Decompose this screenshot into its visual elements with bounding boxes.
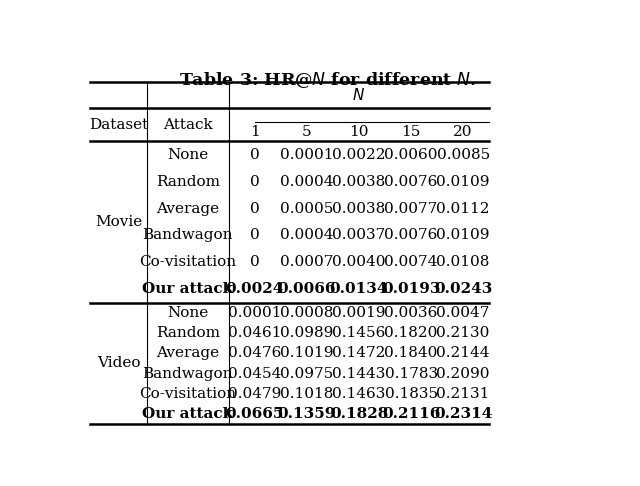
Text: 0.0066: 0.0066 [278,282,336,296]
Text: 0.0001: 0.0001 [228,306,282,320]
Text: Co-visitation: Co-visitation [140,255,236,269]
Text: 0.1828: 0.1828 [330,407,388,421]
Text: 0.0109: 0.0109 [436,175,490,189]
Text: 0.0038: 0.0038 [332,175,386,189]
Text: 0.0085: 0.0085 [436,148,490,162]
Text: Table 3: HR@$N$ for different $N$.: Table 3: HR@$N$ for different $N$. [179,70,477,90]
Text: 0.0005: 0.0005 [280,202,333,216]
Text: 0.1443: 0.1443 [332,366,386,381]
Text: 20: 20 [453,125,473,139]
Text: 0.2314: 0.2314 [434,407,492,421]
Text: 0.0243: 0.0243 [434,282,492,296]
Text: 0.0076: 0.0076 [385,175,438,189]
Text: 0.0038: 0.0038 [332,202,386,216]
Text: Dataset: Dataset [89,118,148,132]
Text: 0.0040: 0.0040 [332,255,386,269]
Text: Attack: Attack [163,118,212,132]
Text: Video: Video [97,357,140,370]
Text: 0.0074: 0.0074 [385,255,438,269]
Text: 15: 15 [401,125,420,139]
Text: 1: 1 [250,125,260,139]
Text: 5: 5 [302,125,312,139]
Text: 0.0479: 0.0479 [228,387,282,401]
Text: 0.0024: 0.0024 [226,282,284,296]
Text: 0.0193: 0.0193 [382,282,440,296]
Text: Our attack: Our attack [142,407,234,421]
Text: 0.0008: 0.0008 [280,306,333,320]
Text: 0.0004: 0.0004 [280,175,333,189]
Text: 0.1359: 0.1359 [278,407,336,421]
Text: Average: Average [156,202,220,216]
Text: 0.1456: 0.1456 [332,326,386,340]
Text: 0.1840: 0.1840 [385,347,438,360]
Text: 0.2090: 0.2090 [436,366,490,381]
Text: 0.2144: 0.2144 [436,347,490,360]
Text: 0.0109: 0.0109 [436,228,490,243]
Text: 0.0077: 0.0077 [385,202,438,216]
Text: 0.0022: 0.0022 [332,148,386,162]
Text: None: None [167,306,209,320]
Text: 10: 10 [349,125,369,139]
Text: Bandwagon: Bandwagon [143,366,233,381]
Text: Random: Random [156,175,220,189]
Text: 0.0461: 0.0461 [228,326,282,340]
Text: 0.0665: 0.0665 [226,407,284,421]
Text: 0.1835: 0.1835 [385,387,438,401]
Text: 0: 0 [250,175,260,189]
Text: 0.1783: 0.1783 [385,366,438,381]
Text: 0.2130: 0.2130 [436,326,490,340]
Text: 0: 0 [250,255,260,269]
Text: Random: Random [156,326,220,340]
Text: 0: 0 [250,228,260,243]
Text: $N$: $N$ [353,87,365,103]
Text: 0.0108: 0.0108 [436,255,490,269]
Text: 0.0019: 0.0019 [332,306,386,320]
Text: 0.2131: 0.2131 [436,387,490,401]
Text: 0.0060: 0.0060 [385,148,438,162]
Text: 0.0001: 0.0001 [280,148,333,162]
Text: 0.0007: 0.0007 [280,255,333,269]
Text: Our attack: Our attack [142,282,234,296]
Text: 0.1472: 0.1472 [332,347,386,360]
Text: 0: 0 [250,148,260,162]
Text: 0.0134: 0.0134 [330,282,388,296]
Text: 0.1018: 0.1018 [280,387,333,401]
Text: 0.0047: 0.0047 [436,306,490,320]
Text: 0.0989: 0.0989 [280,326,333,340]
Text: 0.1463: 0.1463 [332,387,386,401]
Text: Movie: Movie [95,215,142,229]
Text: Bandwagon: Bandwagon [143,228,233,243]
Text: 0.1019: 0.1019 [280,347,333,360]
Text: 0.0004: 0.0004 [280,228,333,243]
Text: 0.0975: 0.0975 [280,366,333,381]
Text: Average: Average [156,347,220,360]
Text: 0.1820: 0.1820 [385,326,438,340]
Text: 0.0454: 0.0454 [228,366,282,381]
Text: None: None [167,148,209,162]
Text: 0.0112: 0.0112 [436,202,490,216]
Text: 0: 0 [250,202,260,216]
Text: 0.0076: 0.0076 [385,228,438,243]
Text: 0.0476: 0.0476 [228,347,282,360]
Text: 0.2116: 0.2116 [382,407,440,421]
Text: 0.0037: 0.0037 [332,228,386,243]
Text: Co-visitation: Co-visitation [140,387,236,401]
Text: 0.0036: 0.0036 [385,306,438,320]
